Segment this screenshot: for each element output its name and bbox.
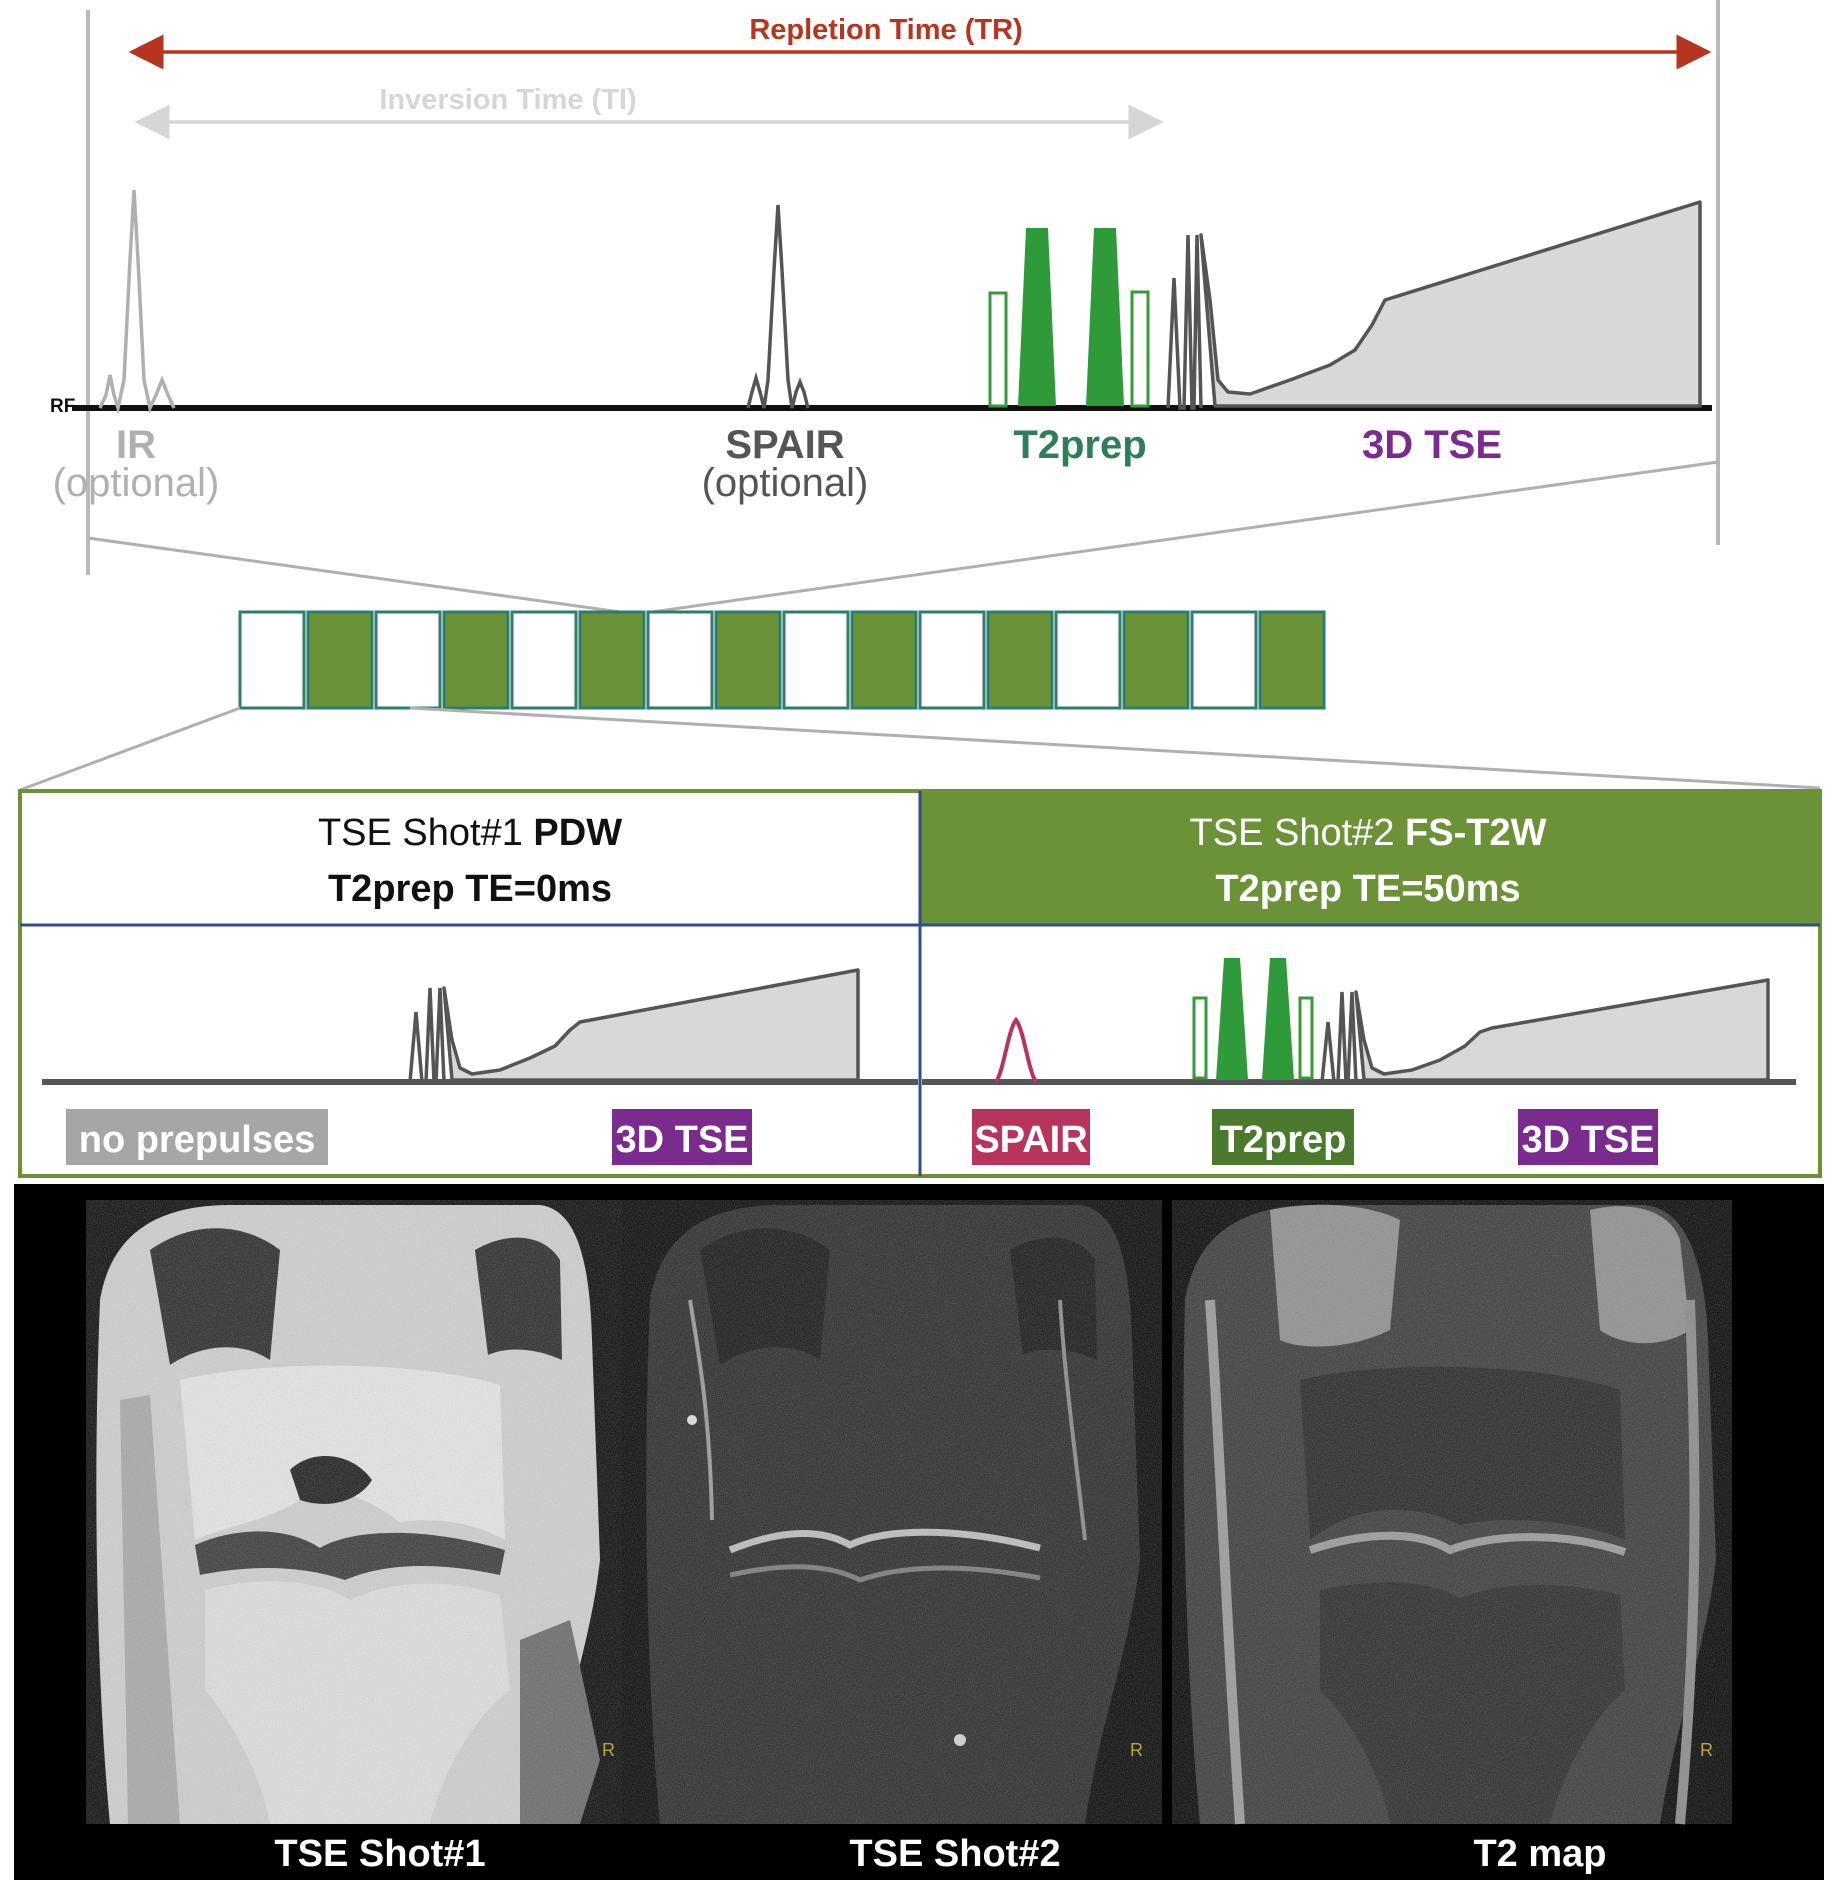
shot2-block bbox=[1122, 610, 1190, 710]
zoom-line bbox=[87, 536, 621, 614]
shot2-crusher-spikes bbox=[1320, 991, 1358, 1084]
shot1-block bbox=[238, 610, 306, 710]
shot2-block bbox=[850, 610, 918, 710]
shot2-subtitle: T2prep TE=50ms bbox=[1215, 868, 1520, 910]
shot2-header-bg bbox=[920, 792, 1819, 924]
shot2-tse-badge bbox=[1518, 1109, 1658, 1165]
shot2-block bbox=[306, 610, 374, 710]
spair-note: (optional) bbox=[702, 461, 869, 505]
shot2-t2prep-refocus-pulse bbox=[1216, 958, 1248, 1080]
shot1-tse-label: 3D TSE bbox=[615, 1119, 748, 1161]
shot1-title: TSE Shot#1 PDW bbox=[318, 812, 622, 854]
shot1-block bbox=[918, 610, 986, 710]
shot2-block bbox=[986, 610, 1054, 710]
shot1-block bbox=[510, 610, 578, 710]
t2prep-refocus-pulse bbox=[1086, 228, 1124, 406]
t2prep-refocus-pulse bbox=[1018, 228, 1056, 406]
t2prep-hard-pulse bbox=[988, 291, 1008, 408]
spair-pulse bbox=[746, 204, 810, 409]
zoom-line bbox=[19, 706, 241, 792]
ir-label: IR bbox=[116, 423, 156, 467]
crusher-spikes bbox=[1166, 234, 1203, 410]
shot1-prepulse-label: no prepulses bbox=[79, 1119, 316, 1161]
timing-section: Repletion Time (TR) Inversion Time (TI) … bbox=[50, 0, 1720, 575]
mri-image-fst2w: R bbox=[622, 1200, 1162, 1824]
shot1-block bbox=[1054, 610, 1122, 710]
shot2-spair-label: SPAIR bbox=[974, 1119, 1087, 1161]
shot2-t2prep-hard-pulse bbox=[1192, 996, 1208, 1080]
shot1-crusher-spikes bbox=[408, 987, 446, 1084]
rf-label: RF bbox=[50, 396, 75, 417]
image-panel: R R R bbox=[14, 1184, 1824, 1880]
shot1-block bbox=[374, 610, 442, 710]
shot1-prepulse-badge bbox=[66, 1109, 328, 1165]
caption-shot2: TSE Shot#2 bbox=[849, 1833, 1060, 1875]
t2prep-hard-pulse bbox=[1130, 290, 1150, 408]
zoom-line bbox=[651, 460, 1719, 614]
t2prep-label: T2prep bbox=[1013, 423, 1146, 467]
shot1-tse-badge bbox=[612, 1109, 752, 1165]
shot1-block bbox=[646, 610, 714, 710]
shot2-block bbox=[578, 610, 646, 710]
shot-panel: TSE Shot#1 PDW T2prep TE=0ms TSE Shot#2 … bbox=[18, 789, 1822, 1178]
caption-t2map: T2 map bbox=[1473, 1833, 1606, 1875]
orientation-marker: R bbox=[1700, 1740, 1713, 1760]
mri-image-pdw: R bbox=[86, 1200, 622, 1824]
shot1-subtitle: T2prep TE=0ms bbox=[328, 868, 612, 910]
shot1-block bbox=[782, 610, 850, 710]
shot2-t2prep-refocus-pulse bbox=[1262, 958, 1294, 1080]
shot2-spair-pulse bbox=[994, 1016, 1038, 1084]
shot2-block bbox=[1258, 610, 1326, 710]
mri-image-t2map: R bbox=[1172, 1200, 1732, 1825]
shot2-spair-badge bbox=[972, 1109, 1090, 1165]
t2prep-module bbox=[988, 228, 1150, 408]
tr-label: Repletion Time (TR) bbox=[749, 14, 1022, 46]
tse-readout bbox=[1199, 200, 1702, 408]
zoom-line bbox=[409, 706, 1821, 790]
tse-label: 3D TSE bbox=[1362, 423, 1502, 467]
shot2-t2prep-badge bbox=[1212, 1109, 1354, 1165]
caption-shot1: TSE Shot#1 bbox=[274, 1833, 485, 1875]
shot2-t2prep-hard-pulse bbox=[1298, 996, 1314, 1080]
spair-label: SPAIR bbox=[725, 423, 844, 467]
ti-label: Inversion Time (TI) bbox=[379, 84, 636, 116]
shot-block-row bbox=[238, 610, 1326, 710]
shot2-tse-readout bbox=[1354, 978, 1770, 1082]
shot2-block bbox=[714, 610, 782, 710]
orientation-marker: R bbox=[1130, 1740, 1143, 1760]
ir-note: (optional) bbox=[53, 461, 220, 505]
shot1-tse-readout bbox=[442, 968, 860, 1082]
shot2-title: TSE Shot#2 FS-T2W bbox=[1190, 812, 1547, 854]
shot2-t2prep-label: T2prep bbox=[1220, 1119, 1347, 1161]
shot2-tse-label: 3D TSE bbox=[1521, 1119, 1654, 1161]
orientation-marker: R bbox=[602, 1740, 615, 1760]
shot2-block bbox=[442, 610, 510, 710]
shot1-block bbox=[1190, 610, 1258, 710]
ir-pulse bbox=[98, 189, 176, 415]
